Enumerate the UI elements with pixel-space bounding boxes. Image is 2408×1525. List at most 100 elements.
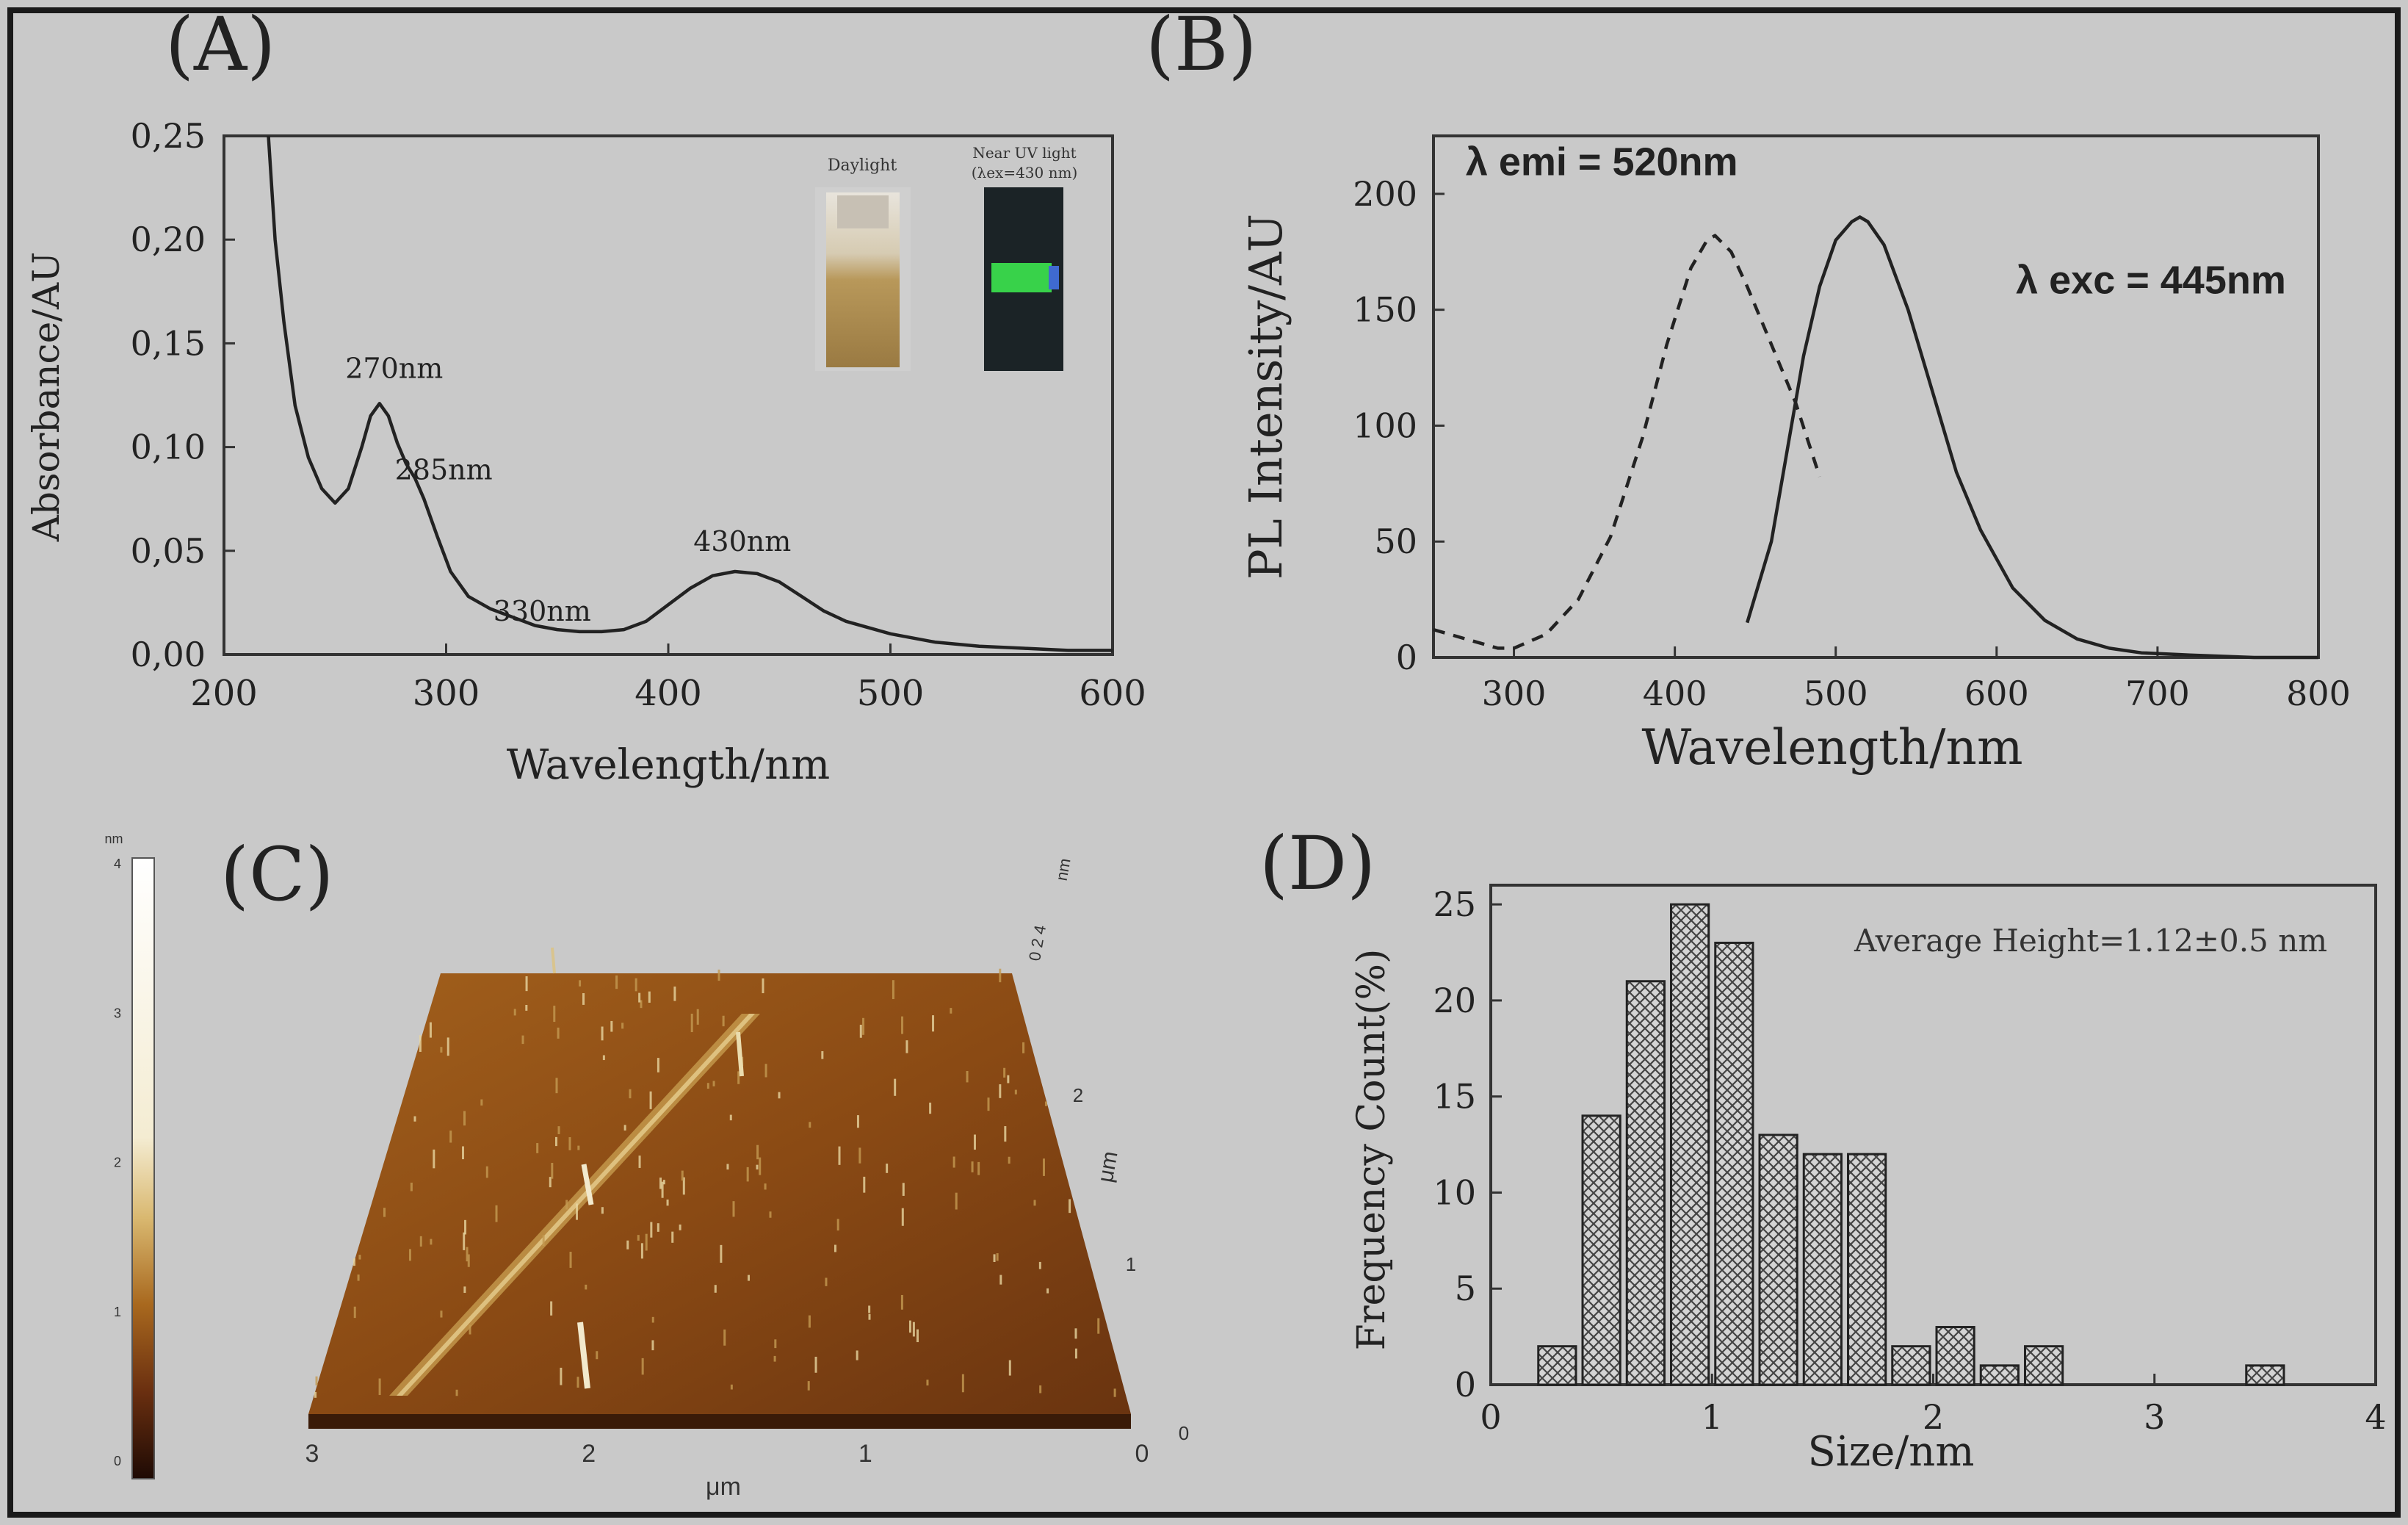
scale-tick-label: 1 — [114, 1305, 121, 1319]
y-tick-label: 25 — [1433, 884, 1476, 924]
panel-a-letter: (A) — [165, 1, 275, 87]
inset-uv-label-2: (λex=430 nm) — [972, 164, 1078, 181]
afm-tall-peak — [577, 1322, 590, 1389]
y-tick-label: 15 — [1433, 1077, 1476, 1117]
y-tick-label: 5 — [1455, 1269, 1476, 1308]
x-tick-label: 500 — [857, 673, 925, 714]
x-tick-label: 3 — [2144, 1397, 2165, 1437]
panel-d-x-label: Size/nm — [1808, 1428, 1975, 1476]
afm-x-tick-label: 3 — [305, 1440, 319, 1468]
afm-y-unit: μm — [1093, 1150, 1123, 1184]
inset-daylight-label: Daylight — [828, 156, 897, 175]
panel-b-series — [1433, 215, 2318, 660]
x-tick-label: 400 — [1643, 674, 1707, 713]
panel-d: (D) 0 5 10 15 20 25 0 1 2 3 4 Average Height=1.12… — [1259, 821, 2387, 1476]
x-tick-label: 300 — [1482, 674, 1547, 713]
x-tick-label: 4 — [2365, 1397, 2386, 1437]
y-tick-label: 0,10 — [131, 428, 206, 467]
panel-b-letter: (B) — [1146, 1, 1257, 87]
wavelength-label: λ emi = 520nm — [1466, 140, 1738, 184]
y-tick-label: 100 — [1353, 405, 1417, 445]
figure-frame — [7, 7, 2401, 1518]
afm-z-unit: nm — [1052, 857, 1074, 882]
panel-d-y-label: Frequency Count(%) — [1350, 949, 1394, 1351]
afm-edge-peak — [551, 947, 556, 974]
histogram-bar — [2024, 1345, 2064, 1386]
afm-y-tick-label: 1 — [1126, 1253, 1136, 1275]
y-tick-label: 20 — [1433, 981, 1476, 1020]
panel-d-letter: (D) — [1259, 821, 1375, 906]
afm-x-tick-label: 1 — [858, 1440, 872, 1468]
y-tick-label: 0,25 — [131, 116, 206, 156]
histogram-bar — [1847, 1153, 1887, 1386]
histogram-bar — [1581, 1114, 1621, 1386]
panel-b-x-ticks: 300 400 500 600 700 800 — [1482, 646, 2351, 713]
histogram-bar — [1670, 903, 1710, 1386]
wavelength-label: λ exc = 445nm — [2016, 259, 2286, 303]
histogram-bar — [1537, 1345, 1577, 1386]
y-tick-label: 0 — [1396, 638, 1417, 677]
y-tick-label: 0,05 — [131, 531, 206, 571]
y-tick-label: 10 — [1433, 1172, 1476, 1212]
panel-b-annotations: λ emi = 520nm λ exc = 445nm — [1466, 140, 2286, 303]
y-tick-label: 0,00 — [131, 635, 206, 674]
panel-d-x-ticks: 0 1 2 3 4 — [1480, 1374, 2387, 1437]
emission-line — [1746, 215, 2318, 660]
histogram-bar — [2245, 1364, 2285, 1386]
x-tick-label: 700 — [2125, 674, 2190, 713]
histogram-bar — [1802, 1153, 1843, 1386]
panel-b-plot-frame — [1432, 134, 2320, 659]
peak-label: 330nm — [493, 595, 591, 627]
panel-b-y-ticks: 0 50 100 150 200 — [1353, 174, 1445, 677]
histogram-bar — [1625, 980, 1666, 1386]
panel-a-y-ticks: 0,00 0,05 0,10 0,15 0,20 0,25 — [131, 116, 235, 674]
histogram-bar — [1935, 1326, 1975, 1386]
y-tick-label: 50 — [1374, 522, 1417, 561]
inset-uv-label-1: Near UV light — [972, 144, 1076, 162]
afm-y-tick-label: 0 — [1179, 1422, 1189, 1444]
x-tick-label: 600 — [1964, 674, 2029, 713]
scale-tick-label: 0 — [114, 1454, 121, 1468]
afm-scale-unit: nm — [104, 832, 123, 846]
panel-d-annotation: Average Height=1.12±0.5 nm — [1854, 923, 2327, 959]
panel-a-inset: Daylight Near UV light (λex=430 nm) — [815, 144, 1077, 371]
panel-a-x-ticks: 200 300 400 500 600 — [190, 643, 1146, 714]
panel-c-letter: (C) — [220, 832, 334, 917]
y-tick-label: 0,20 — [131, 220, 206, 259]
histogram-bar — [1979, 1364, 2020, 1386]
absorbance-line — [267, 135, 1113, 652]
y-tick-label: 0,15 — [131, 323, 206, 363]
y-tick-label: 150 — [1353, 290, 1417, 330]
afm-x-tick-label: 0 — [1135, 1440, 1149, 1468]
x-tick-label: 0 — [1480, 1397, 1501, 1437]
uv-fluorescence — [991, 263, 1052, 292]
panel-c: (C) nm 4 3 2 1 0 3 2 1 0 μm 2 1 0 μm nm 0 2 4 — [104, 832, 1189, 1501]
histogram-bar — [1714, 941, 1754, 1386]
afm-surface-features — [314, 947, 1116, 1398]
panel-d-y-ticks: 0 5 10 15 20 25 — [1433, 884, 1502, 1405]
excitation-line — [1433, 234, 1821, 650]
scale-tick-label: 2 — [114, 1156, 121, 1170]
afm-scale-ticks: 4 3 2 1 0 — [114, 857, 121, 1468]
afm-x-unit: μm — [706, 1473, 741, 1501]
scale-tick-label: 3 — [114, 1006, 121, 1020]
afm-color-scale — [131, 857, 155, 1479]
panel-a-series — [267, 135, 1113, 652]
afm-tall-peak — [581, 1164, 594, 1205]
peak-label: 285nm — [395, 453, 493, 486]
x-tick-label: 800 — [2286, 674, 2351, 713]
x-tick-label: 1 — [1702, 1397, 1723, 1437]
histogram-bar — [1891, 1345, 1931, 1386]
panel-b-x-label: Wavelength/nm — [1641, 719, 2022, 776]
panel-a-y-label: Absorbance/AU — [25, 252, 68, 542]
afm-surface — [308, 973, 1131, 1414]
x-tick-label: 600 — [1079, 673, 1146, 714]
peak-label: 430nm — [693, 525, 791, 558]
afm-y-tick-label: 2 — [1073, 1084, 1083, 1106]
afm-x-tick-label: 2 — [582, 1440, 596, 1468]
panel-a-annotations: 270nm 285nm 330nm 430nm — [345, 352, 791, 627]
panel-d-bars — [1537, 903, 2285, 1386]
afm-x-ticks: 3 2 1 0 — [305, 1440, 1149, 1468]
y-tick-label: 0 — [1455, 1365, 1476, 1405]
